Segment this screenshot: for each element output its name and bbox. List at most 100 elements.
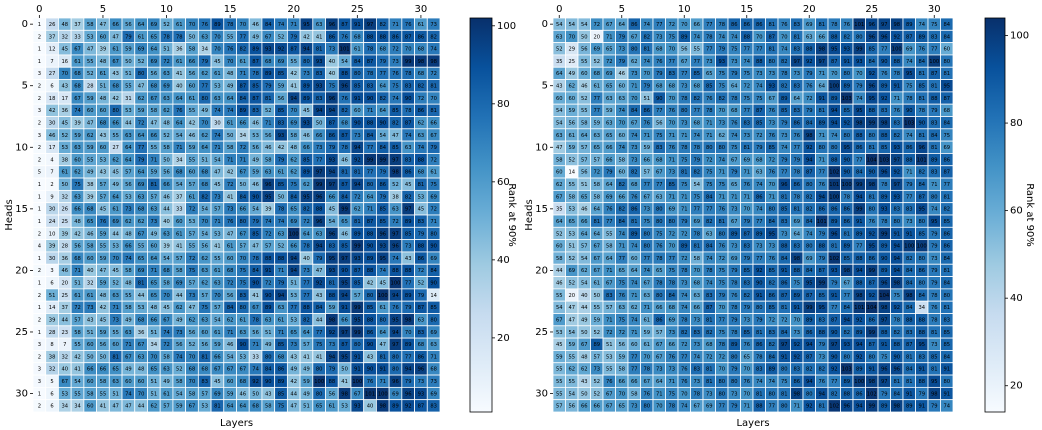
cell-label: 87: [831, 59, 838, 65]
cell-label: 84: [265, 22, 272, 28]
cell-label: 86: [656, 317, 663, 323]
cell-label: 84: [341, 194, 348, 200]
cell-label: 60: [618, 84, 625, 90]
cell-label: 57: [240, 244, 247, 250]
cell-label: 53: [201, 404, 208, 410]
cell-label: 74: [125, 391, 132, 397]
cell-label: 87: [418, 305, 425, 311]
cell-label: 63: [265, 170, 272, 176]
x-tick-label: 10: [160, 4, 173, 15]
cell-label: 87: [931, 71, 938, 77]
cell-label: 78: [693, 231, 700, 237]
cell-label: 53: [61, 145, 68, 151]
cell-label: 90: [893, 354, 900, 360]
cell-label: 34: [61, 404, 68, 410]
cell-label: 84: [768, 219, 775, 225]
cell-label: 73: [793, 71, 800, 77]
cell-label: 64: [138, 133, 145, 139]
cell-label: 55: [606, 367, 613, 373]
cell-label: 80: [656, 207, 663, 213]
cell-label: 84: [706, 244, 713, 250]
cell-label: 95: [931, 219, 938, 225]
cell-label: 7: [63, 342, 66, 348]
cell-label: 47: [189, 305, 196, 311]
cell-label: 68: [593, 71, 600, 77]
cell-label: 76: [668, 108, 675, 114]
cell-label: 52: [189, 342, 196, 348]
cell-label: 54: [74, 379, 81, 385]
cell-label: 42: [227, 170, 234, 176]
cell-label: 71: [252, 342, 259, 348]
cell-label: 62: [201, 256, 208, 262]
cell-label: 88: [392, 268, 399, 274]
cell-label: 92: [354, 157, 361, 163]
cell-label: 85: [943, 219, 950, 225]
cell-label: 30: [49, 256, 56, 262]
cell-label: 82: [379, 22, 386, 28]
cell-label: 91: [818, 96, 825, 102]
cell-label: 73: [768, 244, 775, 250]
cell-label: 75: [618, 317, 625, 323]
cell-label: 50: [316, 120, 323, 126]
cell-label: 73: [781, 231, 788, 237]
cell-label: 61: [379, 305, 386, 311]
cell-label: 71: [743, 170, 750, 176]
cell-label: 69: [568, 268, 575, 274]
cell-label: 2: [38, 268, 41, 274]
cell-label: 54: [341, 59, 348, 65]
cell-label: 66: [618, 379, 625, 385]
cell-label: 84: [918, 182, 925, 188]
cell-label: 68: [100, 120, 107, 126]
cell-label: 96: [392, 379, 399, 385]
cell-label: 75: [718, 281, 725, 287]
cell-label: 55: [568, 354, 575, 360]
cell-label: 42: [74, 354, 81, 360]
cell-label: 79: [818, 231, 825, 237]
cell-label: 91: [868, 367, 875, 373]
cell-label: 81: [931, 84, 938, 90]
cell-label: 76: [405, 22, 412, 28]
cell-label: 55: [151, 145, 158, 151]
cell-label: 45: [100, 317, 107, 323]
cell-label: 85: [303, 157, 310, 163]
cell-label: 79: [329, 367, 336, 373]
cell-label: 2: [38, 145, 41, 151]
cell-label: 88: [329, 293, 336, 299]
cell-label: 58: [87, 244, 94, 250]
cell-label: 86: [768, 293, 775, 299]
cell-label: 6: [50, 404, 53, 410]
cell-label: 83: [768, 330, 775, 336]
cell-label: 96: [831, 231, 838, 237]
cell-label: 74: [643, 268, 650, 274]
cell-label: 72: [189, 256, 196, 262]
y-tick-label: 5: [22, 81, 28, 92]
cell-label: 87: [341, 342, 348, 348]
cell-label: 81: [756, 391, 763, 397]
cell-label: 71: [706, 133, 713, 139]
cell-label: 49: [125, 367, 132, 373]
cell-label: 54: [693, 182, 700, 188]
cell-label: 50: [125, 59, 132, 65]
cell-label: 82: [843, 330, 850, 336]
cell-label: 86: [868, 317, 875, 323]
cell-label: 62: [631, 305, 638, 311]
cell-label: 69: [290, 120, 297, 126]
cell-label: 85: [278, 71, 285, 77]
cell-label: 64: [125, 157, 132, 163]
cell-label: 76: [227, 219, 234, 225]
cell-label: 1: [38, 305, 41, 311]
cell-label: 95: [856, 108, 863, 114]
cell-label: 82: [693, 96, 700, 102]
cell-label: 55: [100, 391, 107, 397]
cell-label: 88: [756, 59, 763, 65]
cell-label: 89: [303, 84, 310, 90]
cell-label: 78: [252, 256, 259, 262]
cell-label: 74: [392, 256, 399, 262]
cell-label: 43: [61, 84, 68, 90]
cell-label: 63: [656, 194, 663, 200]
cell-label: 60: [87, 342, 94, 348]
cell-label: 47: [151, 120, 158, 126]
cell-label: 65: [656, 268, 663, 274]
cell-label: 90: [240, 342, 247, 348]
cell-label: 65: [290, 207, 297, 213]
